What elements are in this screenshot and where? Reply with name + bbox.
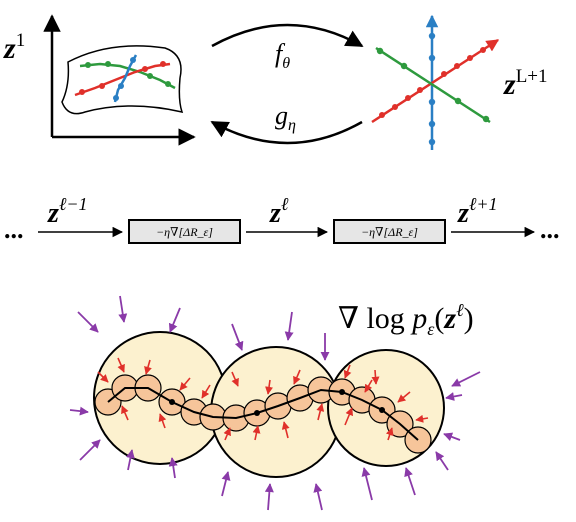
purple-arrow bbox=[443, 432, 461, 442]
red-arrow bbox=[144, 359, 152, 375]
operator-label: −η∇[ΔR_ε] bbox=[361, 225, 418, 239]
dot bbox=[169, 399, 175, 405]
red-arrow bbox=[252, 425, 261, 441]
red-arrow bbox=[371, 369, 380, 385]
manifold-points-red bbox=[79, 61, 166, 95]
red-arrow bbox=[293, 369, 301, 385]
right-label: zL+1 bbox=[503, 66, 548, 101]
red-arrow bbox=[316, 403, 325, 421]
operator-box bbox=[333, 219, 446, 244]
purple-arrow bbox=[168, 457, 178, 479]
red-arrow bbox=[415, 414, 429, 423]
forward-label: fθ bbox=[275, 39, 290, 72]
operator-label: −η∇[ΔR_ε] bbox=[156, 225, 213, 239]
purple-arrow bbox=[404, 467, 416, 496]
right-points-blue bbox=[428, 32, 436, 146]
right-points-red bbox=[379, 47, 486, 118]
backward-arrow bbox=[210, 120, 363, 145]
dot bbox=[339, 389, 345, 395]
manifold-points-green bbox=[85, 61, 171, 87]
manifold-points-blue bbox=[113, 57, 136, 101]
red-arrow bbox=[117, 357, 125, 373]
red-arrow bbox=[265, 379, 273, 395]
red-arrow bbox=[281, 421, 290, 439]
purple-arrow bbox=[77, 311, 99, 333]
ellipsis: ... bbox=[540, 215, 560, 244]
red-arrow bbox=[364, 379, 373, 393]
backward-label: gη bbox=[275, 101, 296, 134]
right-points-green bbox=[376, 47, 490, 123]
red-arrow bbox=[223, 427, 231, 441]
score-field bbox=[69, 295, 481, 511]
dot bbox=[379, 407, 385, 413]
purple-arrow bbox=[125, 449, 135, 471]
score-label: ∇ log pε(zℓ) bbox=[338, 300, 474, 339]
red-arrow bbox=[97, 371, 109, 383]
left-label: z1 bbox=[3, 30, 25, 65]
manifold bbox=[61, 45, 184, 115]
layer-label: zℓ+1 bbox=[457, 194, 498, 229]
purple-arrow bbox=[361, 467, 373, 501]
forward-arrow bbox=[211, 23, 364, 48]
left-axes bbox=[43, 14, 196, 146]
ellipsis: ... bbox=[4, 215, 24, 244]
layer-label: zℓ bbox=[269, 194, 289, 229]
purple-arrow bbox=[168, 307, 181, 333]
purple-arrow bbox=[221, 471, 231, 497]
purple-arrow bbox=[118, 295, 128, 323]
red-arrow bbox=[344, 407, 353, 426]
operator-box bbox=[128, 219, 241, 244]
red-arrow bbox=[158, 413, 167, 429]
red-arrow bbox=[231, 371, 239, 387]
purple-arrow bbox=[313, 483, 323, 511]
red-arrow bbox=[179, 377, 191, 391]
red-arrow bbox=[201, 384, 211, 399]
red-arrow bbox=[343, 364, 352, 379]
red-arrow bbox=[385, 427, 394, 441]
purple-arrow bbox=[79, 439, 101, 461]
red-arrow bbox=[397, 391, 411, 403]
purple-arrow bbox=[435, 451, 449, 471]
purple-arrow bbox=[231, 323, 244, 351]
purple-arrow bbox=[451, 371, 481, 387]
red-arrow bbox=[121, 405, 129, 421]
purple-arrow bbox=[445, 392, 463, 401]
purple-arrow bbox=[284, 311, 294, 341]
trajectory bbox=[107, 387, 419, 441]
purple-arrow bbox=[264, 483, 274, 511]
purple-arrow bbox=[69, 406, 89, 416]
layer-label: zℓ−1 bbox=[47, 194, 88, 229]
dot bbox=[254, 410, 260, 416]
